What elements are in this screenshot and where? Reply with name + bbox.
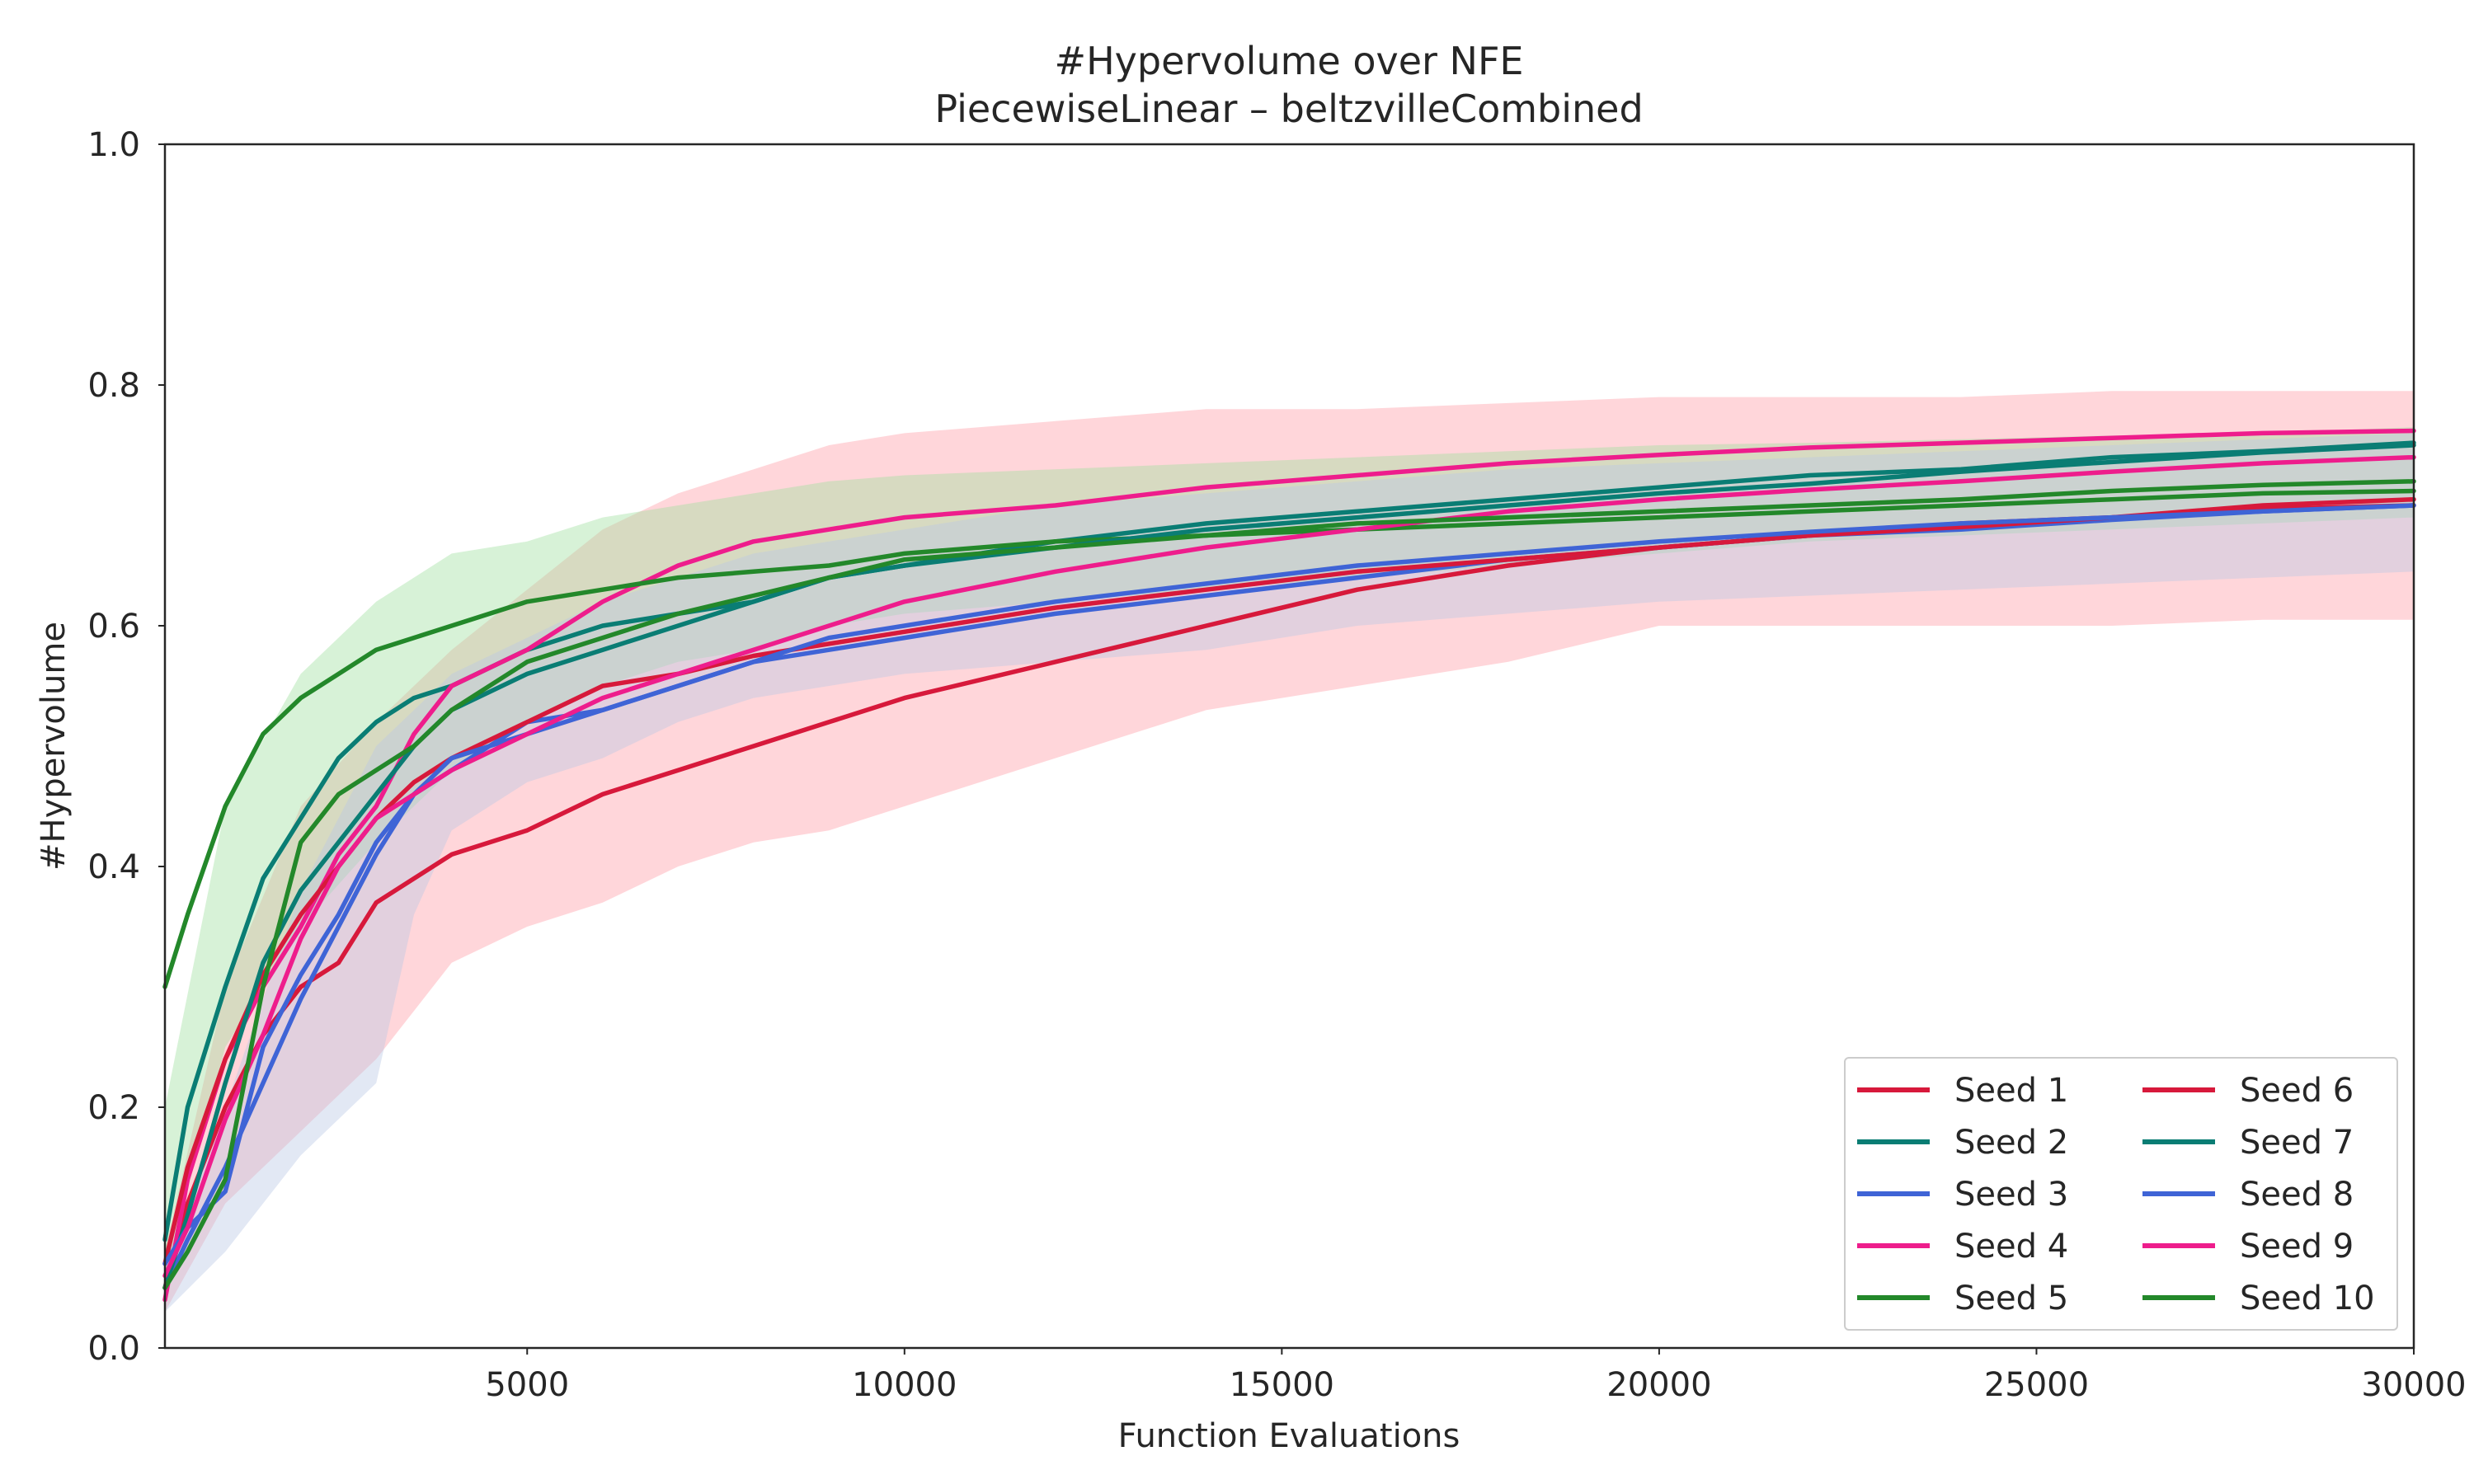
y-tick-label: 0.4 — [87, 848, 140, 886]
legend: Seed 1 Seed 2 Seed 3 Seed 4 Seed 5 Seed 6 Seed… — [1844, 1057, 2398, 1331]
legend-label: Seed 3 — [1954, 1176, 2068, 1214]
series-line-seed-5 — [162, 488, 2416, 989]
legend-item-seed-7: Seed 7 — [2142, 1124, 2354, 1162]
y-axis-label: #Hypervolume — [35, 622, 73, 871]
x-tick-label: 5000 — [485, 1366, 569, 1404]
series-line-seed-7 — [162, 443, 2416, 1290]
series-line-seed-6 — [162, 503, 2416, 1266]
chart-title: #Hypervolume over NFE — [1055, 39, 1524, 83]
series-line-seed-4 — [162, 428, 2416, 1303]
legend-label: Seed 6 — [2240, 1072, 2354, 1110]
legend-label: Seed 7 — [2240, 1124, 2354, 1162]
legend-item-seed-2: Seed 2 — [1857, 1124, 2068, 1162]
y-tick-label: 0.8 — [87, 367, 140, 405]
x-tick-label: 15000 — [1230, 1366, 1334, 1404]
y-tick-label: 0.2 — [87, 1089, 140, 1127]
x-tick-label: 30000 — [2361, 1366, 2466, 1404]
plot-frame — [163, 143, 2415, 1350]
legend-item-seed-8: Seed 8 — [2142, 1176, 2354, 1214]
y-tick-label: 0.6 — [87, 608, 140, 646]
legend-label: Seed 8 — [2240, 1176, 2354, 1214]
legend-label: Seed 1 — [1954, 1072, 2068, 1110]
y-tick-label: 0.0 — [87, 1330, 140, 1368]
legend-label: Seed 9 — [2240, 1228, 2354, 1266]
x-axis-ticks: 5000 10000 15000 20000 25000 30000 — [485, 1348, 2467, 1404]
confidence-band-1 — [165, 391, 2414, 1313]
legend-item-seed-10: Seed 10 — [2142, 1280, 2375, 1317]
x-tick-label: 10000 — [852, 1366, 957, 1404]
x-tick-label: 25000 — [1984, 1366, 2089, 1404]
series-line-seed-10 — [162, 479, 2416, 1290]
legend-box — [1844, 1057, 2398, 1331]
legend-label: Seed 2 — [1954, 1124, 2068, 1162]
legend-label: Seed 5 — [1954, 1280, 2068, 1317]
confidence-band-3 — [165, 433, 2414, 1313]
legend-item-seed-3: Seed 3 — [1857, 1176, 2068, 1214]
series-line-seed-9 — [162, 454, 2416, 1279]
legend-item-seed-4: Seed 4 — [1857, 1228, 2068, 1266]
legend-label: Seed 4 — [1954, 1228, 2068, 1266]
legend-item-seed-1: Seed 1 — [1857, 1072, 2068, 1110]
confidence-band-2 — [165, 427, 2414, 1276]
chart-subtitle: PiecewiseLinear – beltzvilleCombined — [934, 87, 1643, 131]
y-tick-label: 1.0 — [87, 126, 140, 164]
y-axis-ticks: 0.0 0.2 0.4 0.6 0.8 1.0 — [87, 126, 165, 1368]
legend-label: Seed 10 — [2240, 1280, 2375, 1317]
legend-item-seed-6: Seed 6 — [2142, 1072, 2354, 1110]
series-line-seed-8 — [162, 503, 2416, 1266]
confidence-bands — [165, 391, 2414, 1313]
series-lines — [162, 428, 2416, 1303]
legend-item-seed-5: Seed 5 — [1857, 1280, 2068, 1317]
x-tick-label: 20000 — [1606, 1366, 1711, 1404]
x-axis-label: Function Evaluations — [1118, 1417, 1460, 1455]
legend-item-seed-9: Seed 9 — [2142, 1228, 2354, 1266]
